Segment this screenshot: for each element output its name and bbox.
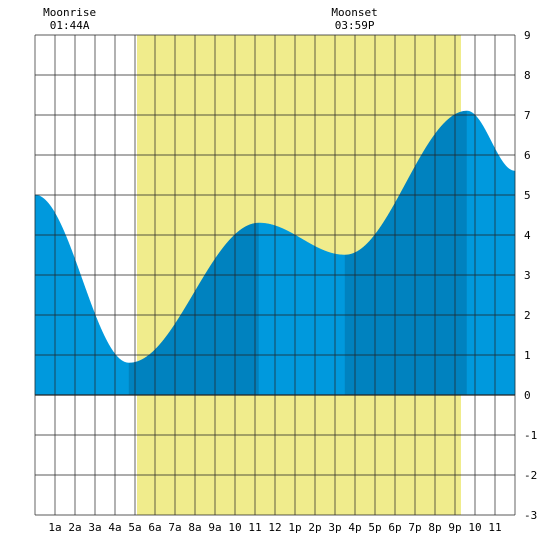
x-tick-label: 1p	[288, 521, 301, 534]
x-tick-label: 11	[488, 521, 501, 534]
x-tick-label: 9p	[448, 521, 461, 534]
moonrise-time: 01:44A	[50, 19, 90, 32]
y-tick-label: 8	[524, 69, 531, 82]
y-tick-label: 7	[524, 109, 531, 122]
x-tick-label: 9a	[208, 521, 221, 534]
moonset-time: 03:59P	[335, 19, 375, 32]
x-tick-label: 7a	[168, 521, 181, 534]
tide-area-segment-4	[344, 110, 468, 396]
y-tick-label: 4	[524, 229, 531, 242]
y-tick-label: 3	[524, 269, 531, 282]
x-tick-label: 8p	[428, 521, 441, 534]
y-tick-label: 5	[524, 189, 531, 202]
tide-area-segment-3	[258, 222, 346, 396]
grid-layer	[34, 34, 516, 516]
tide-area-layer	[34, 110, 516, 396]
y-tick-labels: -3 -2 -1 0 1 2 3 4 5 6 7 8 9	[524, 29, 537, 522]
x-tick-label: 4p	[348, 521, 361, 534]
y-tick-label: -2	[524, 469, 537, 482]
x-tick-labels: 1a 2a 3a 4a 5a 6a 7a 8a 9a 10 11 12 1p 2p 3p 4p 5p 6p 7p 8p…	[48, 521, 501, 534]
x-tick-label: 1a	[48, 521, 61, 534]
x-tick-label: 2a	[68, 521, 81, 534]
x-tick-label: 11	[248, 521, 261, 534]
x-tick-label: 10	[228, 521, 241, 534]
y-tick-label: -3	[524, 509, 537, 522]
x-tick-label: 8a	[188, 521, 201, 534]
moonset-label: Moonset	[331, 6, 377, 19]
x-tick-label: 2p	[308, 521, 321, 534]
y-tick-label: 6	[524, 149, 531, 162]
x-tick-label: 12	[268, 521, 281, 534]
y-tick-label: 2	[524, 309, 531, 322]
y-tick-label: 0	[524, 389, 531, 402]
x-tick-label: 4a	[108, 521, 121, 534]
x-tick-label: 3p	[328, 521, 341, 534]
x-tick-label: 7p	[408, 521, 421, 534]
y-tick-label: -1	[524, 429, 537, 442]
x-tick-label: 6a	[148, 521, 161, 534]
y-tick-label: 9	[524, 29, 531, 42]
x-tick-label: 5p	[368, 521, 381, 534]
x-tick-label: 10	[468, 521, 481, 534]
tide-area-segment-5	[466, 110, 516, 396]
x-tick-label: 3a	[88, 521, 101, 534]
moonrise-label: Moonrise	[43, 6, 96, 19]
y-tick-label: 1	[524, 349, 531, 362]
x-tick-label: 5a	[128, 521, 141, 534]
x-tick-label: 6p	[388, 521, 401, 534]
